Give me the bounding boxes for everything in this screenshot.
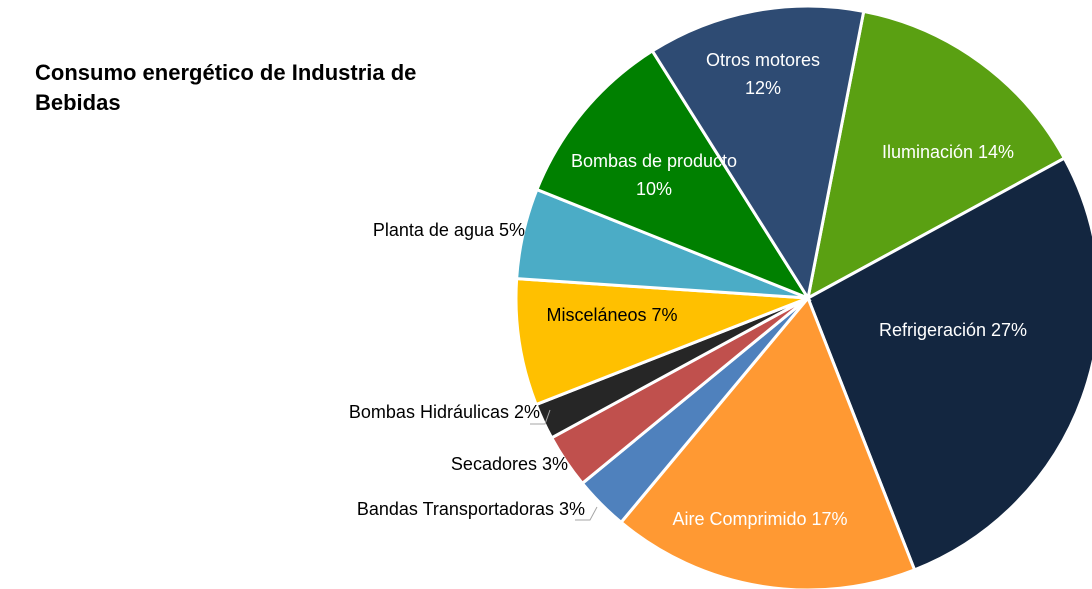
label-value: 14% [978,142,1014,162]
label-value: 10% [636,179,672,199]
data-label: Iluminación 14% [882,142,1014,162]
label-value: 3% [559,499,585,519]
label-value: 2% [514,402,540,422]
label-category: Aire Comprimido [672,509,806,529]
pie-slice [805,9,1067,301]
leader-line [575,506,598,521]
chart-title: Consumo energético de Industria de Bebid… [35,60,417,115]
data-label: Bombas de producto 10% [571,151,737,199]
label-category: Refrigeración [879,320,986,340]
label-category: Misceláneos [546,305,646,325]
pie-slice [618,295,917,589]
data-label: Misceláneos 7% [546,305,677,325]
pie-slice [806,156,1092,572]
data-label: Aire Comprimido 17% [672,509,847,529]
data-label: Bandas Transportadoras 3% [357,499,585,519]
label-category: Bombas Hidráulicas [349,402,509,422]
leader-line [530,409,551,425]
pie-slice [534,48,812,302]
label-value: 5% [499,220,525,240]
pie-slice [650,4,866,303]
label-category: Secadores [451,454,537,474]
label-value: 17% [812,509,848,529]
label-category: Otros motores [706,50,820,70]
data-label: Refrigeración 27% [879,320,1027,340]
pie-slice [514,277,809,407]
label-category: Bombas de producto [571,151,737,171]
label-value: 7% [652,305,678,325]
label-category: Iluminación [882,142,973,162]
data-label: Otros motores 12% [706,50,820,98]
data-label: Bombas Hidráulicas 2% [349,402,540,422]
label-category: Bandas Transportadoras [357,499,554,519]
label-value: 3% [542,454,568,474]
label-value: 27% [991,320,1027,340]
label-category: Planta de agua [373,220,495,240]
label-value: 12% [745,78,781,98]
data-label: Secadores 3% [451,454,568,474]
data-label: Planta de agua 5% [373,220,525,240]
